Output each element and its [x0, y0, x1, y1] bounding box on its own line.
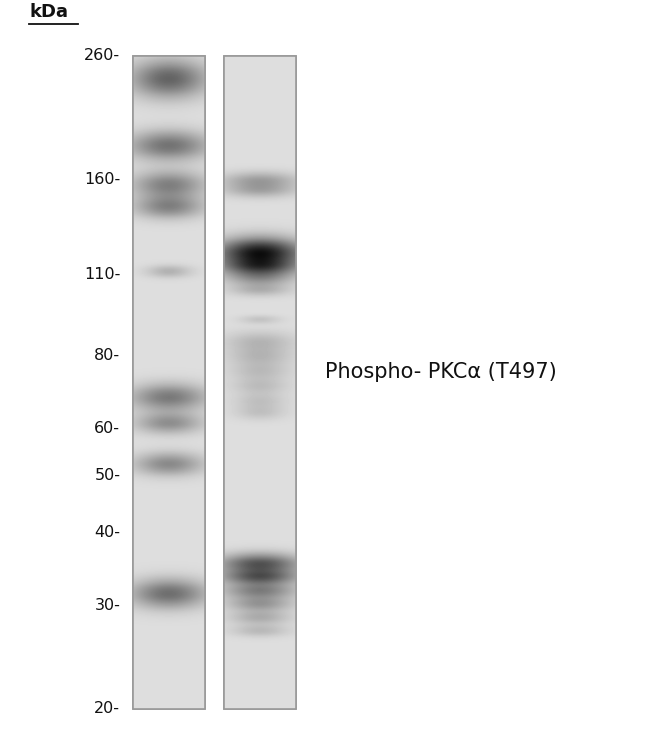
Text: 30-: 30-	[94, 598, 120, 613]
Bar	[133, 56, 205, 709]
Text: 60-: 60-	[94, 421, 120, 436]
Text: 160-: 160-	[84, 171, 120, 187]
Text: 20-: 20-	[94, 701, 120, 716]
Bar	[224, 56, 296, 709]
Bar	[133, 56, 205, 709]
Text: Phospho- PKCα (T497): Phospho- PKCα (T497)	[325, 362, 557, 382]
Text: 80-: 80-	[94, 348, 120, 363]
Text: 40-: 40-	[94, 525, 120, 539]
Text: kDa: kDa	[29, 3, 68, 21]
Bar	[224, 56, 296, 709]
Text: 110-: 110-	[84, 267, 120, 282]
Text: 50-: 50-	[94, 468, 120, 483]
Text: 260-: 260-	[84, 48, 120, 63]
